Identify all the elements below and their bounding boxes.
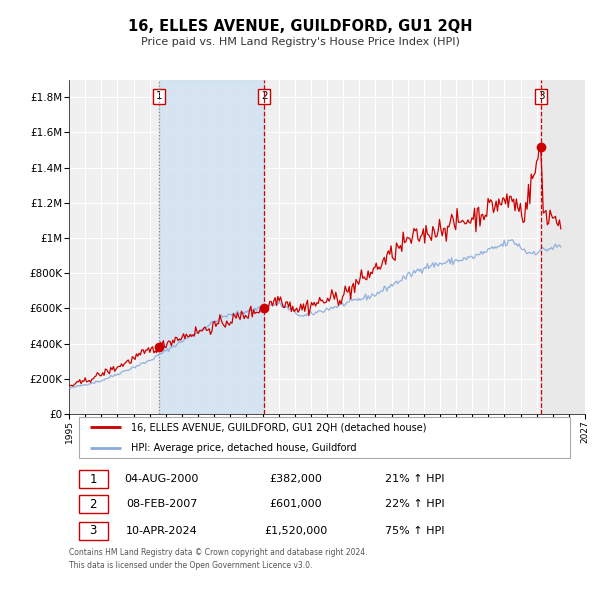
Text: 3: 3 bbox=[89, 525, 97, 537]
FancyBboxPatch shape bbox=[79, 495, 108, 513]
Text: 1: 1 bbox=[155, 91, 162, 101]
Text: £1,520,000: £1,520,000 bbox=[265, 526, 328, 536]
FancyBboxPatch shape bbox=[79, 470, 108, 489]
Text: 1: 1 bbox=[89, 473, 97, 486]
Text: 10-APR-2024: 10-APR-2024 bbox=[126, 526, 198, 536]
Text: 22% ↑ HPI: 22% ↑ HPI bbox=[385, 499, 445, 509]
FancyBboxPatch shape bbox=[79, 522, 108, 540]
FancyBboxPatch shape bbox=[79, 417, 569, 458]
Text: 3: 3 bbox=[538, 91, 544, 101]
Bar bbox=[541, 80, 585, 414]
Text: 08-FEB-2007: 08-FEB-2007 bbox=[126, 499, 197, 509]
Bar bbox=[159, 80, 264, 414]
Text: 16, ELLES AVENUE, GUILDFORD, GU1 2QH: 16, ELLES AVENUE, GUILDFORD, GU1 2QH bbox=[128, 19, 472, 34]
Text: 2: 2 bbox=[261, 91, 268, 101]
Text: £601,000: £601,000 bbox=[270, 499, 322, 509]
Text: Contains HM Land Registry data © Crown copyright and database right 2024.: Contains HM Land Registry data © Crown c… bbox=[69, 548, 367, 557]
Text: HPI: Average price, detached house, Guildford: HPI: Average price, detached house, Guil… bbox=[131, 443, 356, 453]
Text: 16, ELLES AVENUE, GUILDFORD, GU1 2QH (detached house): 16, ELLES AVENUE, GUILDFORD, GU1 2QH (de… bbox=[131, 422, 427, 432]
Text: Price paid vs. HM Land Registry's House Price Index (HPI): Price paid vs. HM Land Registry's House … bbox=[140, 38, 460, 47]
Text: 2: 2 bbox=[89, 497, 97, 510]
Text: 21% ↑ HPI: 21% ↑ HPI bbox=[385, 474, 445, 484]
Text: This data is licensed under the Open Government Licence v3.0.: This data is licensed under the Open Gov… bbox=[69, 561, 313, 570]
Text: 04-AUG-2000: 04-AUG-2000 bbox=[125, 474, 199, 484]
Text: 75% ↑ HPI: 75% ↑ HPI bbox=[385, 526, 445, 536]
Text: £382,000: £382,000 bbox=[269, 474, 322, 484]
